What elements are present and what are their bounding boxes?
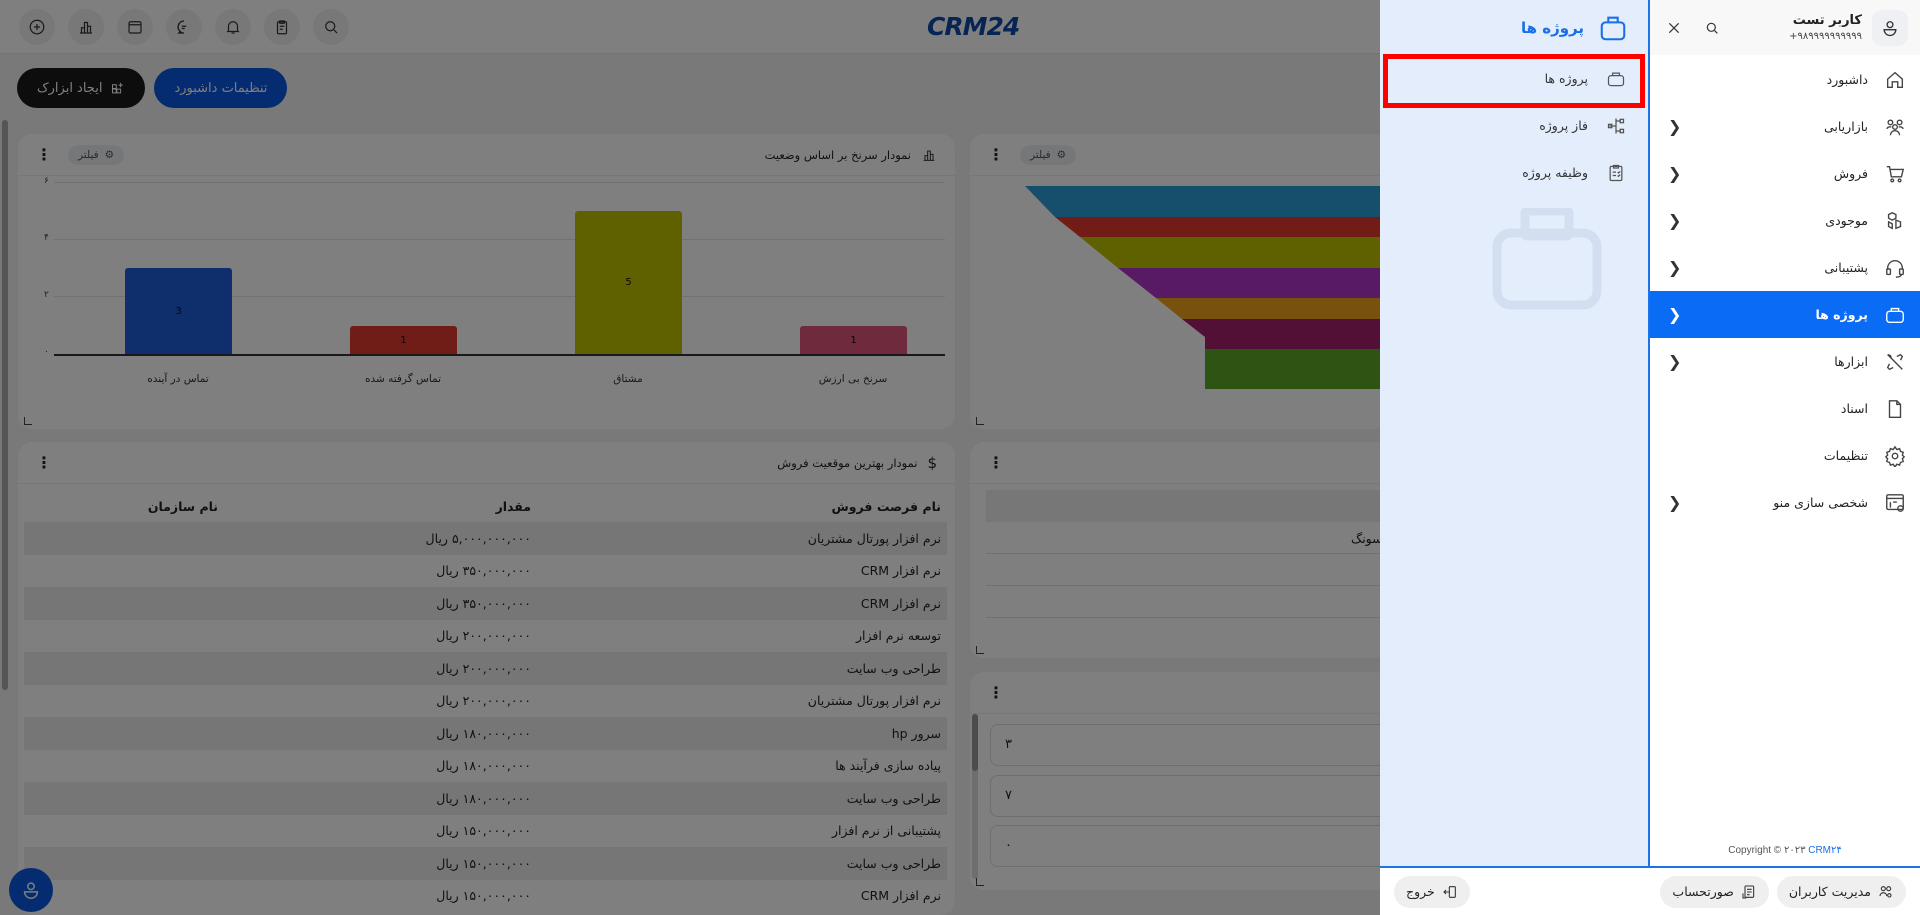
search-icon[interactable] bbox=[1704, 20, 1720, 36]
copyright-brand[interactable]: CRM۲۴ bbox=[1808, 845, 1842, 856]
submenu-header: پروژه ها bbox=[1380, 0, 1648, 55]
sidebar-item-document[interactable]: اسناد bbox=[1650, 385, 1920, 432]
chevron-left-icon[interactable]: ❮ bbox=[1668, 117, 1682, 136]
user-name: کاربر تست bbox=[1792, 13, 1862, 28]
boxes-icon bbox=[1882, 208, 1908, 234]
sidebar-item-label: داشبورد bbox=[1826, 72, 1868, 87]
chevron-left-icon[interactable]: ❮ bbox=[1668, 305, 1682, 324]
avatar[interactable] bbox=[1872, 9, 1908, 46]
chevron-left-icon[interactable]: ❮ bbox=[1668, 211, 1682, 230]
logout-label: خروج bbox=[1406, 884, 1435, 899]
chevron-left-icon[interactable]: ❮ bbox=[1668, 164, 1682, 183]
users-settings-icon bbox=[1879, 885, 1892, 898]
invoice-button[interactable]: صورتحساب bbox=[1660, 875, 1769, 908]
user-header: کاربر تست ۹۸۹۹۹۹۹۹۹۹۹۹+ bbox=[1650, 0, 1920, 55]
submenu-item-project-task[interactable]: وظیفه پروژه bbox=[1380, 149, 1648, 196]
user-info: کاربر تست ۹۸۹۹۹۹۹۹۹۹۹۹+ bbox=[1720, 13, 1862, 42]
sidebar-item-users-group[interactable]: بازاریابی ❮ bbox=[1650, 103, 1920, 150]
submenu-item-label: فاز پروژه bbox=[1539, 118, 1588, 133]
sidebar-item-label: موجودی bbox=[1825, 213, 1868, 228]
briefcase-icon bbox=[1882, 302, 1908, 328]
sidebar-item-home[interactable]: داشبورد bbox=[1650, 56, 1920, 103]
invoice-label: صورتحساب bbox=[1672, 884, 1734, 899]
chevron-left-icon[interactable]: ❮ bbox=[1668, 493, 1682, 512]
home-icon bbox=[1882, 67, 1908, 93]
sidebar-item-label: اسناد bbox=[1840, 401, 1868, 416]
projects-submenu: پروژه ها پروژه ها فاز پروژه وظیفه پروژه bbox=[1380, 0, 1650, 866]
sidebar-item-label: ابزارها bbox=[1834, 354, 1868, 369]
document-icon bbox=[1882, 396, 1908, 422]
sidebar-item-tools[interactable]: ابزارها ❮ bbox=[1650, 338, 1920, 385]
header-icons bbox=[1666, 20, 1720, 36]
sidebar-item-layout-settings[interactable]: شخصی سازی منو ❮ bbox=[1650, 479, 1920, 526]
sidebar-item-label: بازاریابی bbox=[1823, 119, 1868, 134]
sidebar-item-label: پشتیبانی bbox=[1824, 260, 1868, 275]
submenu-item-label: وظیفه پروژه bbox=[1522, 165, 1588, 180]
headset-icon bbox=[1882, 255, 1908, 281]
sidebar-item-label: شخصی سازی منو bbox=[1773, 495, 1868, 510]
highlight-box bbox=[1383, 54, 1645, 108]
chevron-left-icon[interactable]: ❮ bbox=[1668, 258, 1682, 277]
logout-icon bbox=[1442, 885, 1456, 898]
user-management-button[interactable]: مدیریت کاربران bbox=[1776, 875, 1906, 908]
logout-button[interactable]: خروج bbox=[1394, 875, 1470, 908]
bottom-bar: مدیریت کاربران صورتحساب خروج bbox=[1380, 866, 1920, 915]
menu-list: داشبورد بازاریابی ❮ فروش ❮ موجودی ❮ پشتیبانی ❮ پر… bbox=[1650, 55, 1920, 526]
copyright-text: Copyright © ۲۰۲۳ bbox=[1728, 845, 1806, 856]
sidebar-item-headset[interactable]: پشتیبانی ❮ bbox=[1650, 244, 1920, 291]
submenu-item-label: پروژه ها bbox=[1544, 71, 1588, 86]
briefcase-icon bbox=[1600, 16, 1626, 40]
sidebar-item-label: تنظیمات bbox=[1823, 448, 1868, 463]
user-management-label: مدیریت کاربران bbox=[1788, 884, 1871, 899]
phase-icon bbox=[1607, 118, 1625, 133]
submenu-title: پروژه ها bbox=[1520, 18, 1584, 37]
submenu-item-projects[interactable]: پروژه ها bbox=[1380, 55, 1648, 102]
sidebar-item-gear[interactable]: تنظیمات bbox=[1650, 432, 1920, 479]
users-group-icon bbox=[1882, 114, 1908, 140]
invoice-icon bbox=[1742, 884, 1755, 899]
task-clipboard-icon bbox=[1609, 164, 1623, 181]
sidebar-item-cart[interactable]: فروش ❮ bbox=[1650, 150, 1920, 197]
user-icon bbox=[1883, 20, 1897, 36]
modal-backdrop[interactable] bbox=[0, 0, 1380, 915]
submenu-item-project-phase[interactable]: فاز پروژه bbox=[1380, 102, 1648, 149]
gear-icon bbox=[1882, 443, 1908, 469]
main-menu: کاربر تست ۹۸۹۹۹۹۹۹۹۹۹۹+ داشبورد بازاریابی… bbox=[1650, 0, 1920, 866]
navigation-drawer: پروژه ها پروژه ها فاز پروژه وظیفه پروژه bbox=[1380, 0, 1920, 915]
user-phone: ۹۸۹۹۹۹۹۹۹۹۹۹+ bbox=[1789, 31, 1862, 42]
layout-settings-icon bbox=[1882, 490, 1908, 516]
chevron-left-icon[interactable]: ❮ bbox=[1668, 352, 1682, 371]
copyright: Copyright © ۲۰۲۳ CRM۲۴ bbox=[1650, 845, 1920, 856]
close-icon[interactable] bbox=[1666, 20, 1682, 36]
briefcase-watermark-icon bbox=[1492, 208, 1602, 310]
sidebar-item-label: فروش bbox=[1833, 166, 1868, 181]
cart-icon bbox=[1882, 161, 1908, 187]
briefcase-icon bbox=[1607, 72, 1625, 86]
tools-icon bbox=[1882, 349, 1908, 375]
sidebar-item-boxes[interactable]: موجودی ❮ bbox=[1650, 197, 1920, 244]
sidebar-item-briefcase[interactable]: پروژه ها ❮ bbox=[1650, 291, 1920, 338]
sidebar-item-label: پروژه ها bbox=[1815, 307, 1868, 322]
